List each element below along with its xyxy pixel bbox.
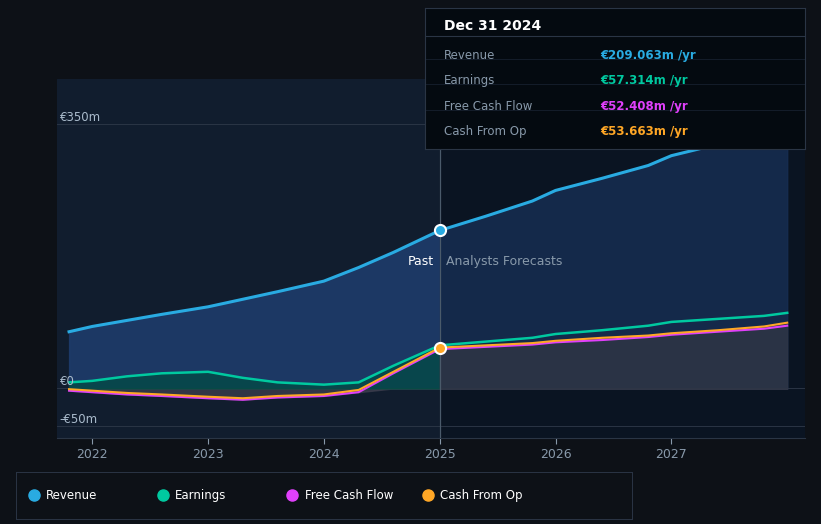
Text: Past: Past xyxy=(408,255,434,268)
Text: €57.314m /yr: €57.314m /yr xyxy=(600,74,687,88)
Text: Analysts Forecasts: Analysts Forecasts xyxy=(446,255,562,268)
Text: Dec 31 2024: Dec 31 2024 xyxy=(444,19,542,33)
Bar xyxy=(440,79,805,438)
Text: €350m: €350m xyxy=(60,111,101,124)
Text: €0: €0 xyxy=(60,375,75,388)
Text: Earnings: Earnings xyxy=(444,74,496,88)
Text: Earnings: Earnings xyxy=(176,489,227,501)
Text: -€50m: -€50m xyxy=(60,413,98,426)
Text: Free Cash Flow: Free Cash Flow xyxy=(305,489,393,501)
Text: €52.408m /yr: €52.408m /yr xyxy=(600,100,687,113)
Text: Revenue: Revenue xyxy=(46,489,98,501)
Text: €209.063m /yr: €209.063m /yr xyxy=(600,49,695,62)
Text: Revenue: Revenue xyxy=(444,49,496,62)
Text: Cash From Op: Cash From Op xyxy=(440,489,522,501)
Bar xyxy=(57,79,440,438)
Text: Cash From Op: Cash From Op xyxy=(444,125,527,138)
Text: €53.663m /yr: €53.663m /yr xyxy=(600,125,687,138)
Text: Free Cash Flow: Free Cash Flow xyxy=(444,100,533,113)
